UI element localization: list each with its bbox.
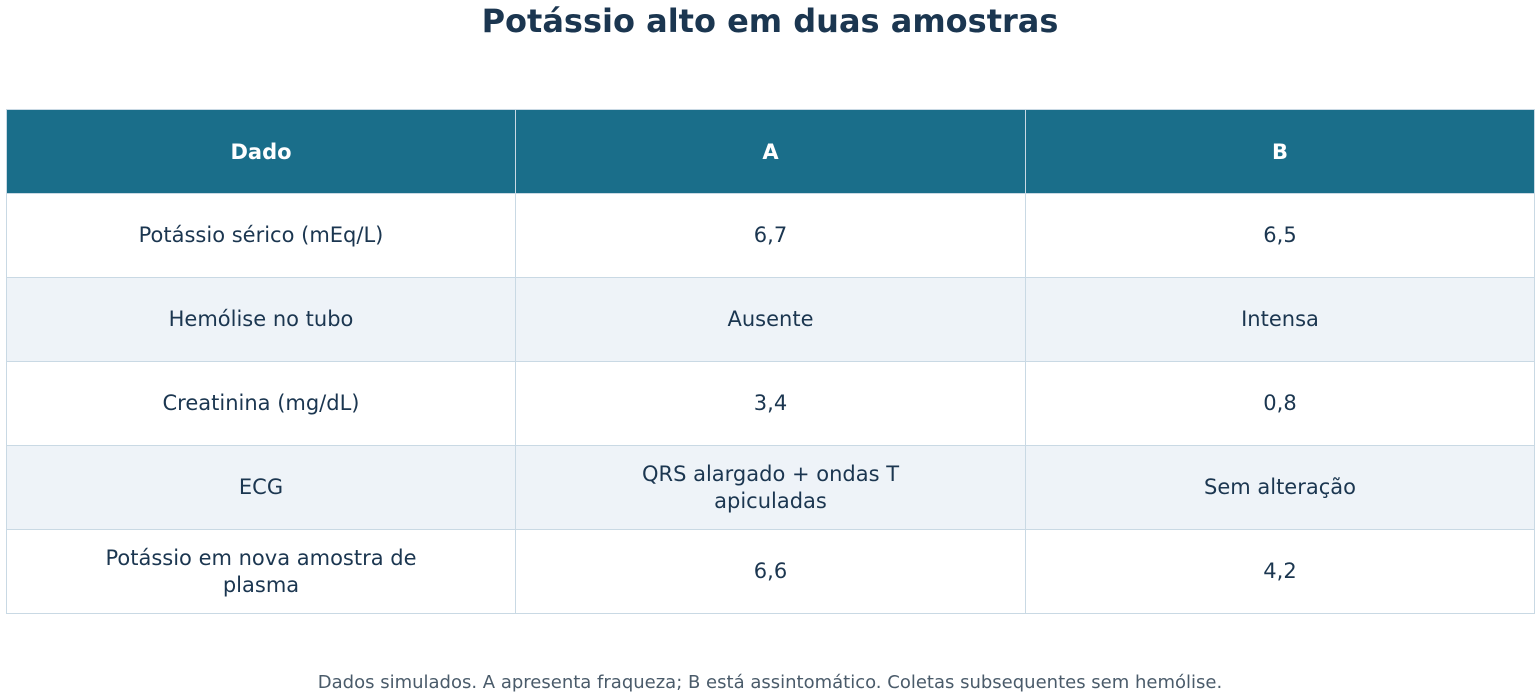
cell-text: 6,7 (753, 223, 788, 247)
title: Potássio alto em duas amostras (481, 2, 1059, 40)
table-cell: Intensa (1025, 277, 1535, 362)
table-body: Potássio sérico (mEq/L) 6,7 6,5 Hemólise no… (6, 193, 1535, 614)
table-cell: Sem alteração (1025, 445, 1535, 530)
data-table: Dado A B Potássio sérico (mEq/L) 6,7 6,5 Hemó… (6, 109, 1535, 614)
table-cell: 6,5 (1025, 193, 1535, 278)
table-row: ECG QRS alargado + ondas T apiculadas Sem … (6, 445, 1535, 530)
header-cell: B (1025, 109, 1535, 194)
cell-text: Potássio em nova amostra de plasma (105, 545, 417, 597)
cell-text: Creatinina (mg/dL) (162, 391, 360, 415)
table-row: Potássio em nova amostra de plasma 6,6 4,2 (6, 529, 1535, 614)
cell-text: 6,5 (1263, 223, 1297, 247)
table-cell: 0,8 (1025, 361, 1535, 446)
cell-text: Hemólise no tubo (168, 307, 354, 331)
footnote: Dados simulados. A apresenta fraqueza; B… (317, 672, 1223, 693)
table-cell: QRS alargado + ondas T apiculadas (515, 445, 1026, 530)
cell-text: 4,2 (1263, 559, 1297, 583)
table-cell: Hemólise no tubo (6, 277, 516, 362)
table-cell: 4,2 (1025, 529, 1535, 614)
header-cell: A (515, 109, 1026, 194)
table-cell: 3,4 (515, 361, 1026, 446)
header-cell: Dado (6, 109, 516, 194)
cell-text: ECG (238, 475, 284, 499)
cell-text: 6,6 (753, 559, 788, 583)
table-cell: Potássio em nova amostra de plasma (6, 529, 516, 614)
cell-text: QRS alargado + ondas T apiculadas (641, 461, 900, 513)
cell-text: 0,8 (1263, 391, 1297, 415)
table-header: Dado A B (6, 109, 1535, 194)
table-cell: Potássio sérico (mEq/L) (6, 193, 516, 278)
table-row: Hemólise no tubo Ausente Intensa (6, 277, 1535, 362)
header-row: Dado A B (6, 109, 1535, 194)
cell-text: 3,4 (753, 391, 788, 415)
table-cell: ECG (6, 445, 516, 530)
table-cell: Ausente (515, 277, 1026, 362)
table-row: Potássio sérico (mEq/L) 6,7 6,5 (6, 193, 1535, 278)
table-cell: Creatinina (mg/dL) (6, 361, 516, 446)
cell-text: Ausente (727, 307, 814, 331)
table-cell: 6,7 (515, 193, 1026, 278)
cell-text: Intensa (1241, 307, 1319, 331)
table-row: Creatinina (mg/dL) 3,4 0,8 (6, 361, 1535, 446)
cell-text: Sem alteração (1203, 475, 1356, 499)
cell-text: Potássio sérico (mEq/L) (138, 223, 384, 247)
table-cell: 6,6 (515, 529, 1026, 614)
